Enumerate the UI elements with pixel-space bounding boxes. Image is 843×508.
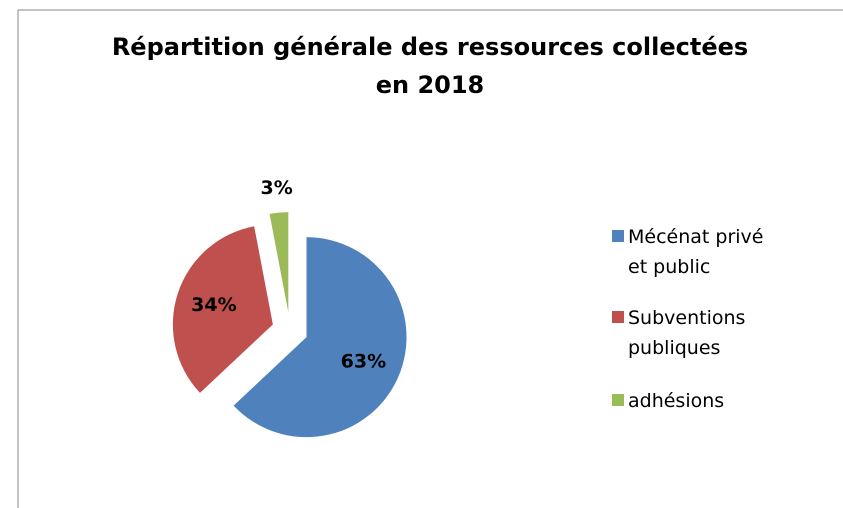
chart-title: Répartition générale des ressources coll…: [111, 33, 749, 99]
data-label: 3%: [261, 177, 293, 199]
legend-item: adhésions: [612, 386, 837, 416]
legend-label: Subventions publiques: [628, 307, 746, 359]
legend-swatch: [612, 311, 624, 323]
pie-slice: [233, 237, 407, 438]
legend-swatch: [612, 230, 624, 242]
data-label: 63%: [341, 350, 386, 372]
legend-label: Mécénat privé et public: [628, 226, 764, 278]
legend-label: adhésions: [628, 390, 725, 412]
legend-swatch: [612, 394, 624, 406]
pie-slice: [172, 226, 273, 393]
pie-slice: [269, 212, 289, 313]
legend-item: Subventions publiques: [612, 303, 837, 363]
data-label: 34%: [191, 294, 236, 316]
legend-item: Mécénat privé et public: [612, 222, 837, 282]
